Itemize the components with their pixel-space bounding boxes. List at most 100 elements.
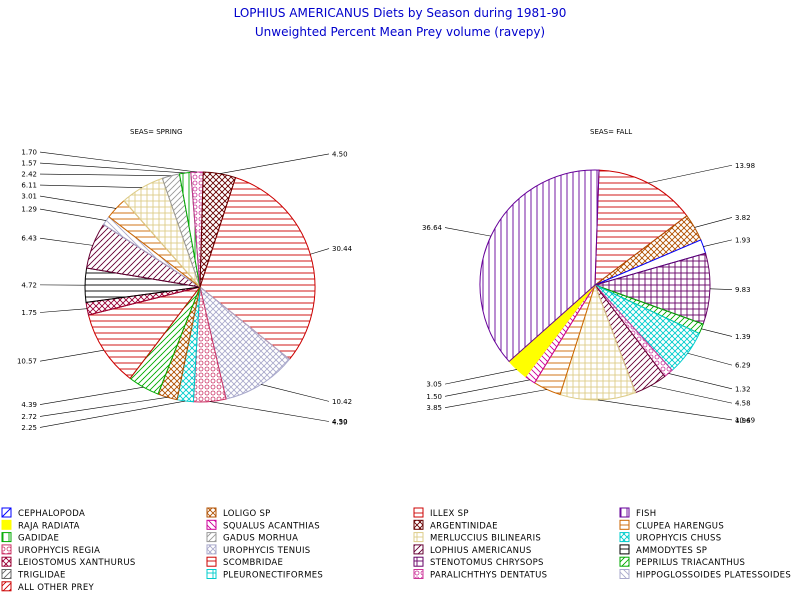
data-label: 4.58 <box>735 400 751 408</box>
legend-swatch <box>1 556 12 567</box>
legend-swatch <box>619 544 630 555</box>
legend-swatch <box>206 556 217 567</box>
leader-line <box>39 396 168 417</box>
leader-line <box>668 373 733 390</box>
data-label: 1.57 <box>21 160 37 168</box>
data-label: 3.01 <box>21 193 37 201</box>
legend-label: PEPRILUS TRIACANTHUS <box>636 558 745 568</box>
legend-item-all-other-prey: ALL OTHER PREY <box>1 581 95 593</box>
data-label: 4.50 <box>332 418 348 426</box>
legend-label: UROPHYCIS CHUSS <box>636 534 721 544</box>
leader-line <box>39 349 104 362</box>
data-label: 1.29 <box>21 206 37 214</box>
slice-illex-sp <box>594 169 688 287</box>
leader-line <box>39 386 144 405</box>
legend-item-triglidae: TRIGLIDAE <box>1 569 66 581</box>
slice-illex-sp <box>199 176 316 360</box>
leader-line <box>648 164 733 184</box>
legend-swatch <box>1 569 12 579</box>
leader-line <box>219 153 330 174</box>
leader-line <box>39 208 107 221</box>
data-label: 1.50 <box>426 393 442 401</box>
leader-line <box>39 151 198 173</box>
data-label: 13.98 <box>735 162 755 170</box>
slice-merluccius-bilinearis <box>559 283 637 401</box>
legend-item-clupea-harengus: CLUPEA HARENGUS <box>619 519 724 531</box>
leader-line <box>39 400 186 428</box>
legend-label: LOPHIUS AMERICANUS <box>430 546 532 556</box>
legend-label: PARALICHTHYS DENTATUS <box>430 571 547 581</box>
pie-chart-1: SEAS= FALL 13.98 3.82 1.93 9.83 1.39 6.29 1.32 4… <box>422 128 755 425</box>
legend-item-cephalopoda: CEPHALOPODA <box>1 507 85 519</box>
legend-label: AMMODYTES SP <box>636 546 707 556</box>
leader-line <box>444 369 517 385</box>
legend-label: FISH <box>636 509 656 519</box>
legend-item-ammodytes-sp: AMMODYTES SP <box>619 544 707 556</box>
legend-item-hippoglossoides-platessoides: HIPPOGLOSSOIDES PLATESSOIDES <box>619 569 791 581</box>
legend-item-fish: FISH <box>619 507 656 519</box>
leader-line <box>444 389 548 408</box>
legend-swatch <box>413 544 424 555</box>
legend-item-stenotomus-chrysops: STENOTOMUS CHRYSOPS <box>413 556 544 568</box>
legend-label: UROPHYCIS REGIA <box>18 546 100 556</box>
legend-item-raja-radiata: RAJA RADIATA <box>1 519 80 531</box>
data-label: 1.70 <box>21 149 37 157</box>
legend-swatch <box>1 532 12 543</box>
legend-label: ALL OTHER PREY <box>18 583 95 593</box>
leader-line <box>444 227 491 237</box>
data-label: 6.11 <box>21 182 37 190</box>
leader-line <box>39 308 88 313</box>
legend-item-urophycis-chuss: UROPHYCIS CHUSS <box>619 532 721 544</box>
legend-item-squalus-acanthias: SQUALUS ACANTHIAS <box>206 519 320 531</box>
data-label: 2.25 <box>21 424 37 432</box>
legend-label: LEIOSTOMUS XANTHURUS <box>18 558 136 568</box>
data-label: 2.72 <box>21 413 37 421</box>
data-label: 30.44 <box>332 245 353 253</box>
legend-item-urophycis-tenuis: UROPHYCIS TENUIS <box>206 544 310 556</box>
leader-line <box>39 162 186 174</box>
data-label: 2.42 <box>21 171 37 179</box>
legend-label: RAJA RADIATA <box>18 521 80 531</box>
legend-swatch <box>619 532 630 543</box>
legend-label: ILLEX SP <box>430 509 469 519</box>
slice-scombridae <box>87 286 202 380</box>
slice-fish <box>479 169 600 363</box>
data-label: 4.39 <box>332 419 348 427</box>
legend-swatch <box>619 519 630 530</box>
legend-swatch <box>619 556 630 567</box>
leader-line <box>694 217 733 228</box>
legend-label: SCOMBRIDAE <box>223 558 283 568</box>
legend-swatch <box>206 507 217 518</box>
legend-item-urophycis-regia: UROPHYCIS REGIA <box>1 544 100 556</box>
data-label: 10.42 <box>332 398 352 406</box>
legend-label: STENOTOMUS CHRYSOPS <box>430 558 544 568</box>
legend-label: UROPHYCIS TENUIS <box>223 546 310 556</box>
legend-label: GADIDAE <box>18 534 59 544</box>
legend-item-lophius-americanus: LOPHIUS AMERICANUS <box>413 544 532 556</box>
data-label: 1.32 <box>735 385 751 393</box>
legend-swatch <box>619 569 630 579</box>
legend-item-gadus-morhua: GADUS MORHUA <box>206 532 298 544</box>
legend-item-loligo-sp: LOLIGO SP <box>206 507 270 519</box>
legend-item-gadidae: GADIDAE <box>1 532 59 544</box>
data-label: 4.50 <box>332 150 348 158</box>
data-label: 4.39 <box>21 401 37 409</box>
data-label: 1.75 <box>21 309 37 317</box>
legend-label: TRIGLIDAE <box>17 571 66 581</box>
legend-label: GADUS MORHUA <box>223 534 298 544</box>
leader-line <box>597 399 733 421</box>
data-label: 1.93 <box>735 236 751 244</box>
leader-line <box>39 237 93 246</box>
chart-title: LOPHIUS AMERICANUS Diets by Season durin… <box>234 6 567 20</box>
leader-line <box>39 184 143 188</box>
legend-label: CLUPEA HARENGUS <box>636 521 724 531</box>
leader-line <box>444 379 530 397</box>
data-label: 3.85 <box>426 404 442 412</box>
legend-swatch <box>206 544 217 555</box>
legend-item-illex-sp: ILLEX SP <box>413 507 469 519</box>
leader-line <box>39 195 117 209</box>
legend-swatch <box>1 544 12 555</box>
legend-swatch <box>206 532 217 543</box>
legend-label: PLEURONECTIFORMES <box>223 571 323 581</box>
